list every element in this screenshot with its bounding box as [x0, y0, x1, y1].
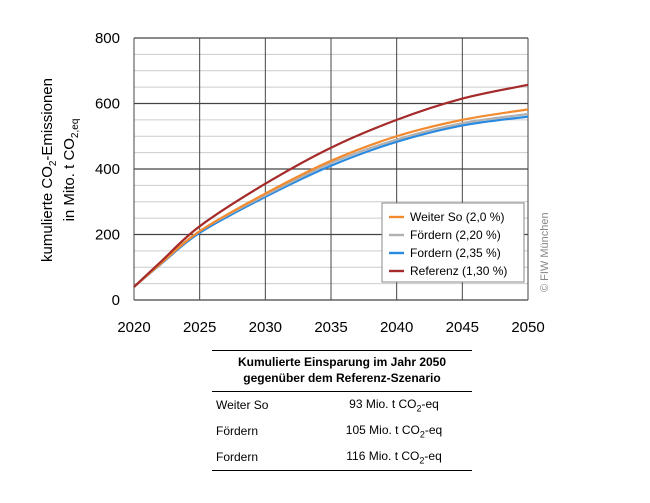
credit-text: © FIW München	[539, 212, 551, 292]
row-value: 116 Mio. t CO2-eq	[346, 448, 442, 466]
x-tick-label: 2035	[314, 319, 347, 336]
savings-table: Kumulierte Einsparung im Jahr 2050 gegen…	[212, 350, 472, 471]
emissions-line-chart: 2020 2025 2030 2035 2040 2045 2050 0 200 400 600 80…	[39, 30, 551, 336]
y-tick-label: 600	[95, 96, 120, 113]
x-tick-label: 2020	[117, 319, 150, 336]
row-name: Fordern	[216, 450, 259, 464]
legend: Weiter So (2,0 %) Fördern (2,20 %) Fordern…	[381, 202, 525, 283]
savings-table-title-2: gegenüber dem Referenz-Szenario	[243, 371, 441, 385]
savings-table-header: Kumulierte Einsparung im Jahr 2050 gegen…	[212, 351, 472, 392]
legend-entry: Fordern (2,35 %)	[410, 246, 501, 260]
y-tick-label: 0	[112, 292, 120, 309]
legend-entry: Weiter So (2,0 %)	[410, 210, 504, 224]
x-tick-label: 2025	[183, 319, 216, 336]
series-line-0	[133, 108, 529, 288]
row-name: Fördern	[216, 424, 259, 438]
savings-table-title-1: Kumulierte Einsparung im Jahr 2050	[237, 355, 447, 369]
series-line-3	[133, 83, 529, 288]
table-row: Fördern 105 Mio. t CO2-eq	[212, 418, 472, 444]
row-name: Weiter So	[216, 398, 269, 412]
y-tick-label: 400	[95, 161, 120, 178]
x-tick-label: 2045	[446, 319, 479, 336]
row-value: 93 Mio. t CO2-eq	[349, 396, 439, 414]
row-value: 105 Mio. t CO2-eq	[345, 422, 443, 440]
y-tick-label: 800	[95, 30, 120, 47]
series-lines	[133, 83, 529, 288]
table-row: Fordern 116 Mio. t CO2-eq	[212, 444, 472, 470]
y-tick-label: 200	[95, 227, 120, 244]
legend-box	[381, 202, 525, 283]
x-tick-label: 2050	[511, 319, 544, 336]
legend-entry: Fördern (2,20 %)	[410, 228, 501, 242]
legend-entry: Referenz (1,30 %)	[410, 264, 507, 278]
x-tick-label: 2040	[380, 319, 413, 336]
x-tick-label: 2030	[249, 319, 282, 336]
y-axis-label-line2: in Mito. t CO2,eq	[61, 119, 81, 222]
table-row: Weiter So 93 Mio. t CO2-eq	[212, 392, 472, 418]
tick-labels: 2020 2025 2030 2035 2040 2045 2050 0 200 400 600 80…	[95, 30, 545, 336]
y-axis-label: kumulierte CO2-Emissionen	[39, 78, 59, 262]
